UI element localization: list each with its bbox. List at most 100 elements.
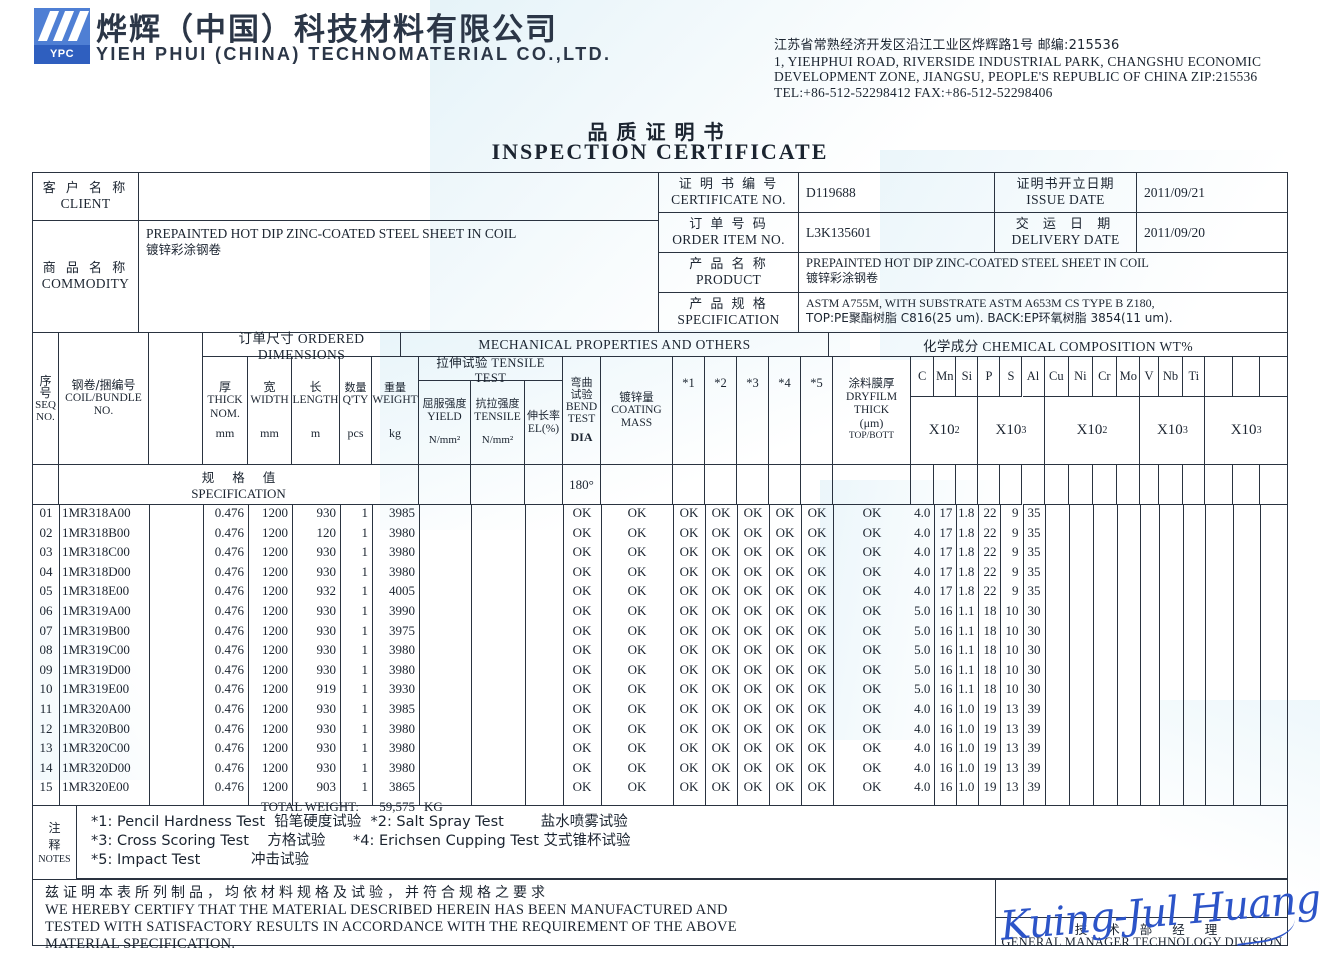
cell-qty: 1 <box>361 505 369 520</box>
cell-chem-c: 5.0 <box>914 642 931 658</box>
cell-s1: OK <box>679 661 699 677</box>
cell-empty <box>525 721 563 741</box>
cell-chem-empty <box>1093 740 1118 760</box>
cell-chem-empty <box>1233 603 1260 623</box>
cell-empty <box>471 544 525 564</box>
column-rule <box>419 505 420 805</box>
spec-chem-cell-7 <box>1069 465 1093 505</box>
cell-chem-mn: 16 <box>939 642 953 658</box>
note-line-2: *3: Cross Scoring Test 方格试验 *4: Erichsen… <box>91 833 631 849</box>
company-name-cn: 烨辉（中国）科技材料有限公司 <box>96 12 558 48</box>
cell-chem-empty <box>1117 505 1140 525</box>
signer-title-en: GENERAL MANAGER TECHNOLOGY DIVISION <box>1001 935 1283 949</box>
cell-chem-empty <box>1260 583 1287 603</box>
cell-chem-empty <box>1260 642 1287 662</box>
column-rule <box>833 505 834 805</box>
cell-chem-empty <box>1205 701 1232 721</box>
cell-chem-empty <box>1183 564 1205 584</box>
col-header-elongation: 伸长率 EL(%) <box>525 381 563 465</box>
cell-chem-empty <box>1183 505 1205 525</box>
cell-length: 930 <box>316 759 337 775</box>
cell-empty <box>149 623 203 643</box>
col-header-seq: 序号 SEQ NO. <box>33 333 59 465</box>
cell-empty <box>419 505 471 525</box>
cell-chem-s: 10 <box>1005 603 1019 618</box>
cell-chem-empty <box>1205 623 1232 643</box>
cell-chem-empty <box>1183 525 1205 545</box>
cell-chem-mn: 16 <box>939 720 953 736</box>
cell-weight: 3975 <box>389 622 415 638</box>
cell-chem-empty <box>1093 701 1118 721</box>
cell-chem-empty <box>1140 544 1158 564</box>
cell-bend: OK <box>572 583 592 599</box>
table-row: 07 1MR319B00 0.476 1200 930 1 3975 OK OK OK OK OK OK… <box>33 623 1287 643</box>
cell-chem-empty <box>1140 760 1158 780</box>
cell-chem-mn: 16 <box>939 603 953 618</box>
certification-text: 兹证明本表所列制品，均依材料规格及试验，并符合规格之要求 WE HEREBY C… <box>33 879 983 952</box>
group-header-chemical: 化学成分 CHEMICAL COMPOSITION WT% <box>829 333 1287 357</box>
column-rule <box>705 505 706 805</box>
cell-s3: OK <box>743 681 763 697</box>
spec-chem-cell-0 <box>911 465 935 505</box>
cell-length: 932 <box>316 583 337 599</box>
company-address: 江苏省常熟经济开发区沿江工业区烨辉路1号 邮编:215536 1, YIEHPH… <box>774 38 1261 100</box>
cell-thick: 0.476 <box>214 622 244 638</box>
column-rule <box>934 505 936 805</box>
cell-seq: 07 <box>39 622 53 638</box>
cell-dryfilm: OK <box>862 544 882 560</box>
cell-coating: OK <box>627 661 647 677</box>
cell-chem-si: 1.1 <box>958 603 975 618</box>
cell-length: 930 <box>316 563 337 579</box>
cell-empty <box>149 564 203 584</box>
cell-chem-s: 9 <box>1011 544 1019 560</box>
chem-header-V: V <box>1140 357 1159 397</box>
cell-s1: OK <box>679 563 699 579</box>
cell-chem-p: 19 <box>983 720 997 736</box>
spec-chem-cell-4 <box>1000 465 1023 505</box>
cell-chem-s: 9 <box>1011 524 1019 540</box>
cell-thick: 0.476 <box>214 603 244 618</box>
spec-row-star2 <box>705 465 737 505</box>
cell-chem-empty <box>1183 583 1205 603</box>
cell-thick: 0.476 <box>214 701 244 716</box>
column-rule <box>956 505 958 805</box>
column-rule <box>59 505 60 805</box>
cell-qty: 1 <box>361 524 369 540</box>
cell-weight: 3980 <box>389 661 415 677</box>
cell-chem-empty <box>1045 564 1070 584</box>
cell-chem-empty <box>1260 760 1287 780</box>
cell-empty <box>419 721 471 741</box>
cell-chem-empty <box>1140 681 1158 701</box>
cell-coating: OK <box>627 544 647 560</box>
cell-chem-p: 18 <box>983 622 997 638</box>
cell-empty <box>419 701 471 721</box>
cell-weight: 3980 <box>389 740 415 756</box>
cell-chem-si: 1.1 <box>958 642 975 658</box>
cell-chem-empty <box>1045 603 1070 623</box>
spec-chem-cell-3 <box>978 465 1001 505</box>
cell-chem-p: 19 <box>983 779 997 795</box>
cell-chem-al: 35 <box>1027 524 1041 540</box>
spec-row-seq <box>33 465 59 505</box>
cell-chem-c: 5.0 <box>914 622 931 638</box>
cell-chem-si: 1.8 <box>958 524 975 540</box>
column-rule <box>601 505 602 805</box>
cell-dryfilm: OK <box>862 720 882 736</box>
cell-chem-empty <box>1159 623 1184 643</box>
cell-s3: OK <box>743 544 763 560</box>
cell-chem-p: 18 <box>983 681 997 697</box>
cell-chem-c: 4.0 <box>914 524 931 540</box>
spec-chem-cell-2 <box>956 465 979 505</box>
cell-weight: 3980 <box>389 524 415 540</box>
cell-empty <box>419 760 471 780</box>
commodity-value-en: PREPAINTED HOT DIP ZINC-COATED STEEL SHE… <box>146 226 517 241</box>
cell-seq: 15 <box>39 779 53 795</box>
cell-chem-empty <box>1183 603 1205 623</box>
cell-chem-al: 30 <box>1027 661 1041 677</box>
cell-width: 1200 <box>262 759 288 775</box>
cell-qty: 1 <box>361 642 369 658</box>
cell-chem-mn: 16 <box>939 622 953 638</box>
col-header-width: 宽 WIDTH mm <box>248 357 292 465</box>
cell-empty <box>149 642 203 662</box>
cell-empty <box>419 623 471 643</box>
